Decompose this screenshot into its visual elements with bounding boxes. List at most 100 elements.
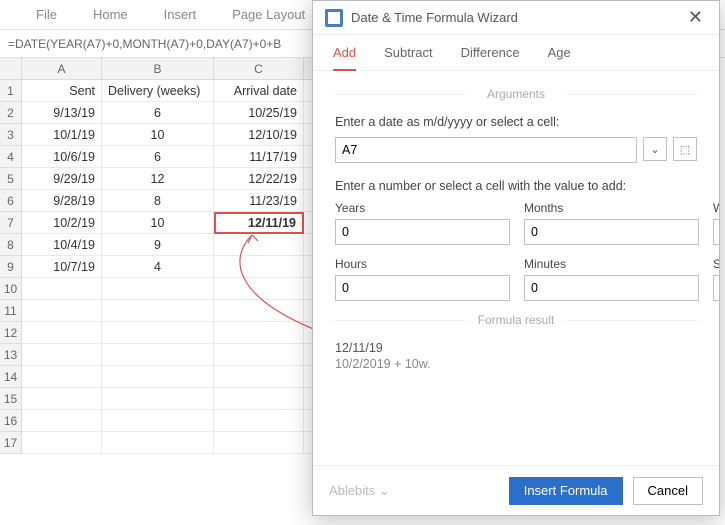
cell[interactable] [102, 278, 214, 300]
minutes-input[interactable] [524, 275, 699, 301]
row-header[interactable]: 7 [0, 212, 22, 234]
cell[interactable]: 12 [102, 168, 214, 190]
cell[interactable] [102, 300, 214, 322]
cell[interactable]: 4 [102, 256, 214, 278]
close-icon[interactable]: ✕ [684, 7, 707, 28]
cell[interactable] [102, 410, 214, 432]
cell[interactable]: 9/29/19 [22, 168, 102, 190]
row-header[interactable]: 9 [0, 256, 22, 278]
row-header[interactable]: 6 [0, 190, 22, 212]
cell[interactable] [102, 322, 214, 344]
cell[interactable]: 11/23/19 [214, 190, 304, 212]
cell[interactable] [102, 344, 214, 366]
formula-result: 12/11/19 [335, 341, 697, 355]
ribbon-tab-home[interactable]: Home [75, 7, 146, 22]
date-input[interactable] [335, 137, 637, 163]
cell[interactable] [214, 366, 304, 388]
ribbon-tab-file[interactable]: File [18, 7, 75, 22]
cell[interactable]: 10/6/19 [22, 146, 102, 168]
cancel-button[interactable]: Cancel [633, 477, 703, 505]
cell[interactable]: 12/22/19 [214, 168, 304, 190]
cell[interactable]: 12/10/19 [214, 124, 304, 146]
row-header[interactable]: 13 [0, 344, 22, 366]
cell[interactable] [214, 234, 304, 256]
cell[interactable]: 10 [102, 212, 214, 234]
dialog-tabs: Add Subtract Difference Age [313, 35, 719, 71]
cell[interactable] [214, 322, 304, 344]
row-header[interactable]: 8 [0, 234, 22, 256]
col-header-a[interactable]: A [22, 58, 102, 80]
row-header[interactable]: 15 [0, 388, 22, 410]
cell[interactable]: 8 [102, 190, 214, 212]
cell[interactable] [22, 388, 102, 410]
row-header[interactable]: 16 [0, 410, 22, 432]
cell[interactable]: 9 [102, 234, 214, 256]
row-header[interactable]: 1 [0, 80, 22, 102]
cell[interactable]: 10/1/19 [22, 124, 102, 146]
selected-cell[interactable]: 12/11/19 [214, 212, 304, 234]
cell[interactable] [22, 410, 102, 432]
add-prompt: Enter a number or select a cell with the… [335, 179, 697, 193]
cell[interactable]: 11/17/19 [214, 146, 304, 168]
cell[interactable] [214, 410, 304, 432]
formula-wizard-dialog: Date & Time Formula Wizard ✕ Add Subtrac… [312, 0, 720, 516]
dialog-body: Arguments Enter a date as m/d/yyyy or se… [313, 71, 719, 465]
header-arrival[interactable]: Arrival date [214, 80, 304, 102]
col-header-c[interactable]: C [214, 58, 304, 80]
cell[interactable] [22, 278, 102, 300]
cell[interactable]: 9/13/19 [22, 102, 102, 124]
ribbon-tab-pagelayout[interactable]: Page Layout [214, 7, 323, 22]
cell[interactable] [102, 432, 214, 454]
header-sent[interactable]: Sent [22, 80, 102, 102]
cell[interactable] [22, 300, 102, 322]
seconds-input[interactable] [713, 275, 719, 301]
row-header[interactable]: 17 [0, 432, 22, 454]
cell[interactable] [22, 366, 102, 388]
row-header[interactable]: 14 [0, 366, 22, 388]
tab-add[interactable]: Add [333, 36, 356, 71]
row-header[interactable]: 12 [0, 322, 22, 344]
header-delivery[interactable]: Delivery (weeks) [102, 80, 214, 102]
row-header[interactable]: 3 [0, 124, 22, 146]
weeks-input[interactable] [713, 219, 719, 245]
hours-input[interactable] [335, 275, 510, 301]
corner-header[interactable] [0, 58, 22, 80]
brand-label[interactable]: Ablebits ⌄ [329, 483, 499, 499]
insert-formula-button[interactable]: Insert Formula [509, 477, 623, 505]
cell[interactable]: 10/2/19 [22, 212, 102, 234]
cell[interactable] [214, 432, 304, 454]
years-input[interactable] [335, 219, 510, 245]
range-picker-icon[interactable]: ⬚ [673, 137, 697, 161]
row-header[interactable]: 5 [0, 168, 22, 190]
cell[interactable] [102, 388, 214, 410]
cell[interactable] [214, 300, 304, 322]
cell[interactable] [102, 366, 214, 388]
cell[interactable] [22, 322, 102, 344]
cell[interactable] [214, 278, 304, 300]
cell[interactable] [22, 344, 102, 366]
cell[interactable] [214, 344, 304, 366]
tab-difference[interactable]: Difference [461, 35, 520, 70]
dialog-title: Date & Time Formula Wizard [351, 10, 684, 25]
cell[interactable]: 10 [102, 124, 214, 146]
cell[interactable] [214, 388, 304, 410]
row-header[interactable]: 2 [0, 102, 22, 124]
col-header-b[interactable]: B [102, 58, 214, 80]
row-header[interactable]: 4 [0, 146, 22, 168]
cell[interactable]: 6 [102, 146, 214, 168]
months-input[interactable] [524, 219, 699, 245]
chevron-down-icon[interactable]: ⌄ [643, 137, 667, 161]
tab-age[interactable]: Age [548, 35, 571, 70]
cell[interactable] [214, 256, 304, 278]
cell[interactable]: 6 [102, 102, 214, 124]
cell[interactable]: 10/4/19 [22, 234, 102, 256]
row-header[interactable]: 10 [0, 278, 22, 300]
tab-subtract[interactable]: Subtract [384, 35, 432, 70]
row-header[interactable]: 11 [0, 300, 22, 322]
ribbon-tab-insert[interactable]: Insert [146, 7, 215, 22]
cell[interactable]: 9/28/19 [22, 190, 102, 212]
cell[interactable]: 10/25/19 [214, 102, 304, 124]
cell[interactable]: 10/7/19 [22, 256, 102, 278]
cell[interactable] [22, 432, 102, 454]
result-label: Formula result [335, 313, 697, 327]
